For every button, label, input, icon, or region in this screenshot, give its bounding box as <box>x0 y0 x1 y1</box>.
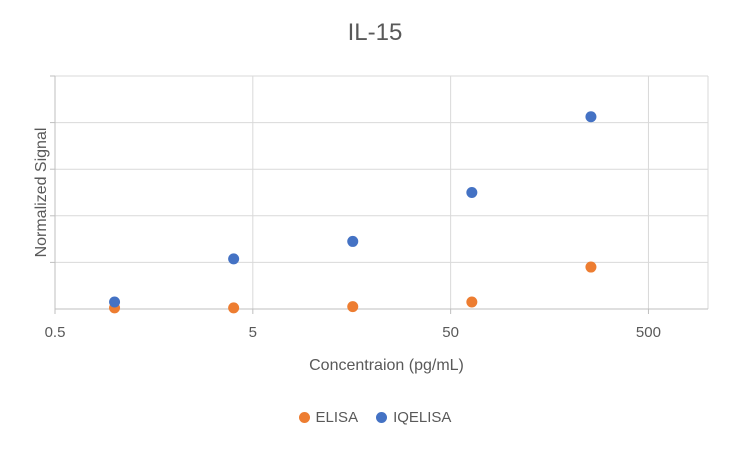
legend-label-iqelisa: IQELISA <box>393 409 452 426</box>
legend-item-elisa: ELISA <box>298 409 359 426</box>
x-axis-title: Concentraion (pg/mL) <box>309 357 464 374</box>
x-tick-label: 50 <box>442 324 459 341</box>
x-tick-label: 5 <box>249 324 257 341</box>
legend-swatch-iqelisa <box>376 412 388 423</box>
data-point-iqelisa <box>466 187 478 198</box>
legend-label-elisa: ELISA <box>315 409 359 426</box>
data-point-iqelisa <box>109 296 121 308</box>
data-point-elisa <box>585 261 597 273</box>
data-point-iqelisa <box>585 111 597 123</box>
data-point-iqelisa <box>347 235 359 247</box>
data-point-elisa <box>228 302 240 314</box>
legend: ELISA IQELISA <box>0 409 750 426</box>
chart-title: IL-15 <box>347 19 403 46</box>
data-point-elisa <box>466 296 478 308</box>
x-tick-label: 500 <box>636 324 661 341</box>
data-point-iqelisa <box>228 253 240 265</box>
x-tick-label: 0.5 <box>45 324 66 341</box>
y-axis-title: Normalized Signal <box>33 128 50 258</box>
legend-item-iqelisa: IQELISA <box>376 409 451 426</box>
data-point-elisa <box>347 301 359 313</box>
legend-swatch-elisa <box>298 412 310 423</box>
